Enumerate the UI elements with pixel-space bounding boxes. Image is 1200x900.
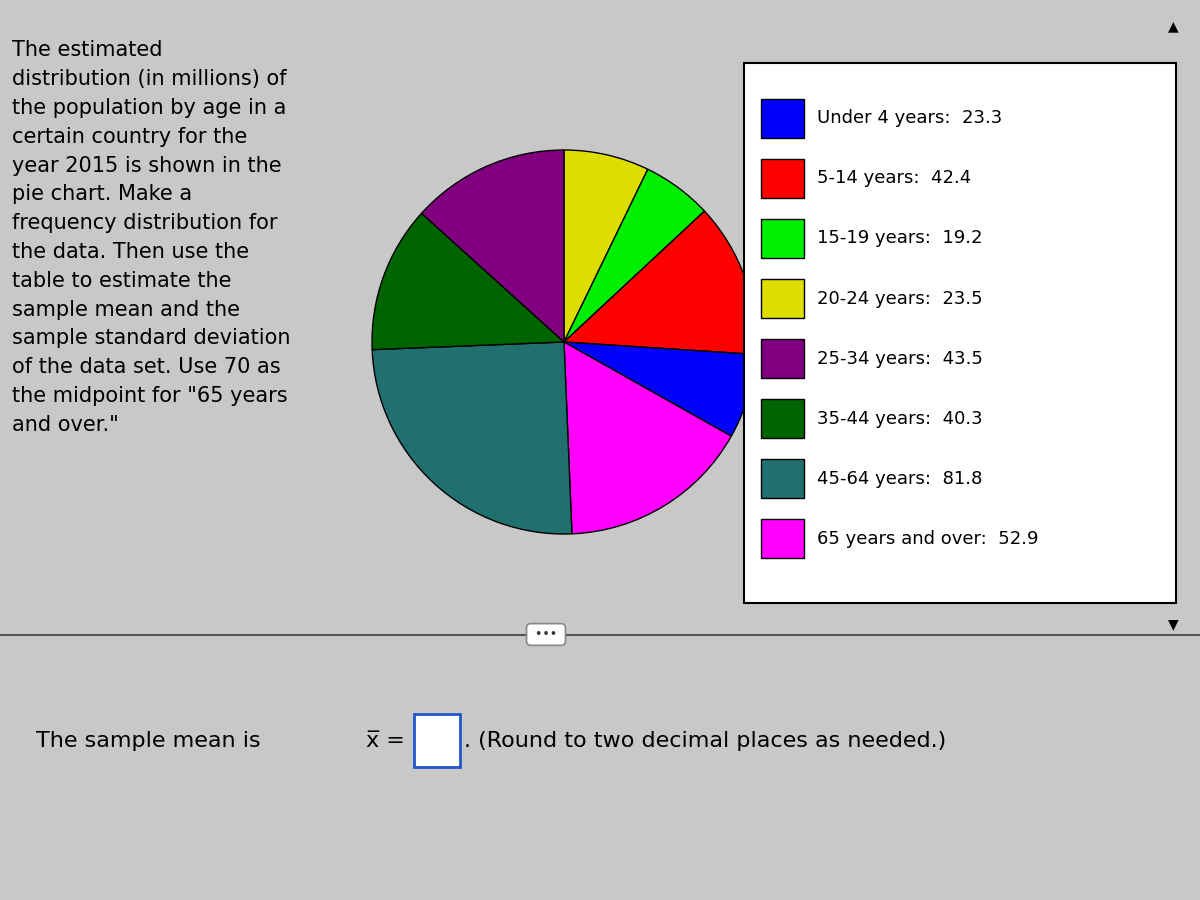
Wedge shape <box>564 169 704 342</box>
Text: Under 4 years:  23.3: Under 4 years: 23.3 <box>817 109 1003 127</box>
Text: •••: ••• <box>530 628 562 641</box>
Bar <box>414 715 460 767</box>
Text: x̅ =: x̅ = <box>366 731 404 751</box>
Wedge shape <box>564 342 756 436</box>
Text: 25-34 years:  43.5: 25-34 years: 43.5 <box>817 349 983 367</box>
Text: 20-24 years:  23.5: 20-24 years: 23.5 <box>817 290 983 308</box>
Wedge shape <box>564 150 648 342</box>
Text: 35-44 years:  40.3: 35-44 years: 40.3 <box>817 410 983 427</box>
Bar <box>761 339 804 378</box>
Text: 15-19 years:  19.2: 15-19 years: 19.2 <box>817 230 983 248</box>
Text: ▲: ▲ <box>1168 19 1178 33</box>
Bar <box>761 99 804 138</box>
Text: The estimated
distribution (in millions) of
the population by age in a
certain c: The estimated distribution (in millions)… <box>12 40 290 435</box>
Wedge shape <box>421 150 564 342</box>
Bar <box>761 159 804 198</box>
Text: . (Round to two decimal places as needed.): . (Round to two decimal places as needed… <box>464 731 947 751</box>
Bar <box>761 459 804 499</box>
Wedge shape <box>372 342 572 534</box>
Bar <box>761 279 804 318</box>
Bar <box>761 519 804 558</box>
Wedge shape <box>372 213 564 350</box>
Bar <box>761 219 804 258</box>
Text: 5-14 years:  42.4: 5-14 years: 42.4 <box>817 169 972 187</box>
Text: 45-64 years:  81.8: 45-64 years: 81.8 <box>817 470 983 488</box>
Bar <box>761 400 804 438</box>
Text: 65 years and over:  52.9: 65 years and over: 52.9 <box>817 530 1039 548</box>
Wedge shape <box>564 342 731 534</box>
Wedge shape <box>564 212 756 355</box>
Text: ▼: ▼ <box>1168 617 1178 631</box>
Text: The sample mean is: The sample mean is <box>36 731 268 751</box>
